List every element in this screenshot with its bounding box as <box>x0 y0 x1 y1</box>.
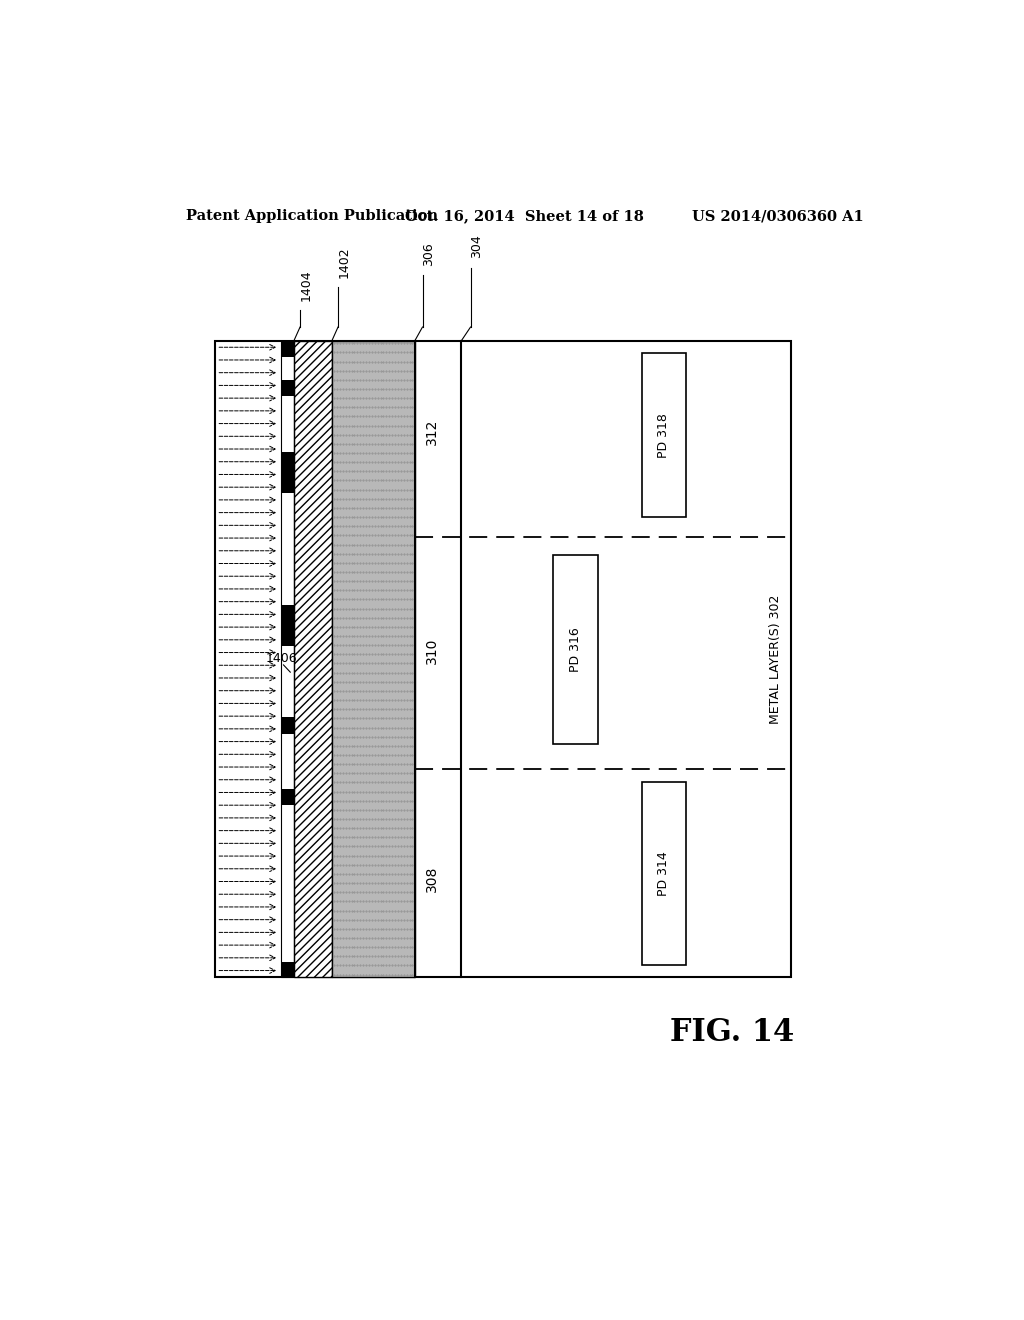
Text: 1406: 1406 <box>266 652 298 665</box>
Text: FIG. 14: FIG. 14 <box>671 1016 795 1048</box>
Bar <box>332 341 415 977</box>
Bar <box>554 554 598 743</box>
Bar <box>281 380 294 396</box>
Text: 308: 308 <box>425 865 439 891</box>
Text: US 2014/0306360 A1: US 2014/0306360 A1 <box>692 209 864 223</box>
Text: 304: 304 <box>471 235 483 259</box>
Bar <box>294 341 332 977</box>
Bar <box>281 451 294 492</box>
Bar <box>281 341 294 977</box>
Text: PD 318: PD 318 <box>657 413 671 458</box>
Text: 312: 312 <box>425 418 439 445</box>
Text: 1402: 1402 <box>338 246 351 277</box>
Bar <box>281 341 294 358</box>
Bar <box>281 789 294 805</box>
Bar <box>281 718 294 734</box>
Text: Patent Application Publication: Patent Application Publication <box>186 209 438 223</box>
Bar <box>281 961 294 977</box>
Bar <box>642 354 686 517</box>
Text: 1404: 1404 <box>300 269 313 301</box>
Text: Oct. 16, 2014  Sheet 14 of 18: Oct. 16, 2014 Sheet 14 of 18 <box>406 209 644 223</box>
Text: PD 316: PD 316 <box>569 627 583 672</box>
Bar <box>642 781 686 965</box>
Bar <box>281 605 294 645</box>
Text: PD 314: PD 314 <box>657 851 671 896</box>
Text: METAL LAYER(S) 302: METAL LAYER(S) 302 <box>769 594 782 723</box>
Text: 310: 310 <box>425 638 439 664</box>
Bar <box>215 341 791 977</box>
Text: 306: 306 <box>423 243 435 267</box>
